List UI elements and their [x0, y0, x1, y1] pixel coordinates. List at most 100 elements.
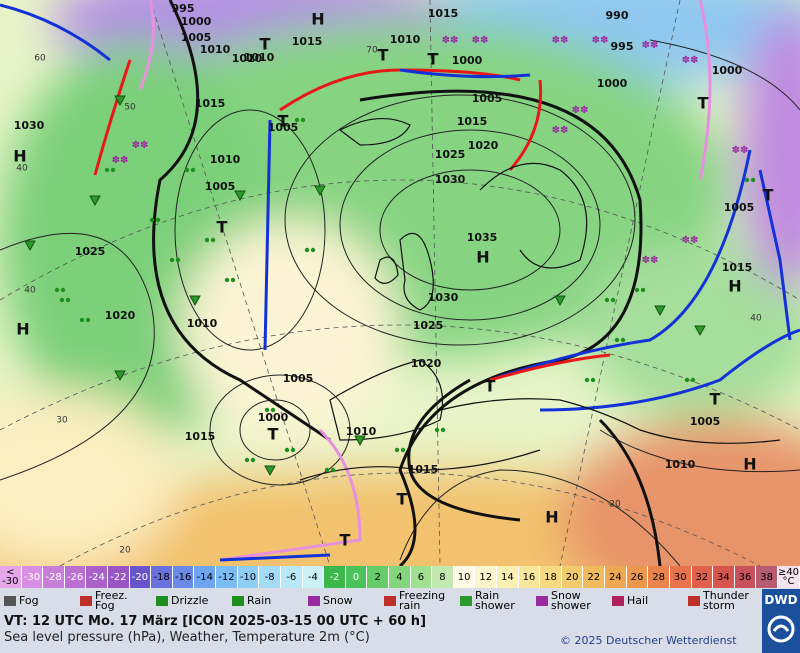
scale-label: 22 — [587, 571, 601, 583]
pressure-center: T — [278, 112, 289, 131]
scale-label: 30 — [673, 571, 687, 583]
pressure-label: 1000 — [712, 64, 743, 77]
rain-dot — [169, 257, 175, 263]
shower-symbol — [314, 185, 326, 197]
scale-label: 10 — [457, 571, 471, 583]
scale-cell: -12 — [216, 566, 238, 588]
rain-dot — [610, 297, 616, 303]
pressure-label: 1030 — [435, 173, 466, 186]
pressure-label: 1000 — [452, 54, 483, 67]
copyright: © 2025 Deutscher Wetterdienst — [560, 634, 737, 647]
scale-label: 34 — [717, 571, 730, 583]
weather-item: Snow — [304, 589, 380, 613]
latitude-label: 40 — [750, 314, 762, 324]
weather-legend: Fog Freez. Fog Drizzle Rain Snow Freezing rai… — [0, 589, 760, 613]
scale-label: -16 — [175, 571, 192, 583]
weather-label: Hail — [627, 594, 649, 607]
latitude-label: 70 — [366, 46, 378, 56]
scale-label: -6 — [286, 571, 297, 583]
scale-label: -18 — [153, 571, 170, 583]
scale-label: 16 — [522, 571, 536, 583]
weather-item: Rain — [228, 589, 304, 613]
pressure-label: 1025 — [413, 319, 444, 332]
scale-cell: -8 — [259, 566, 281, 588]
pressure-center: T — [268, 425, 279, 444]
latitude-label: 50 — [124, 103, 136, 113]
pressure-label: 995 — [611, 40, 634, 53]
rain-dot — [684, 377, 690, 383]
rain-dot — [175, 257, 181, 263]
pressure-label: 1015 — [722, 261, 753, 274]
scale-cell: 20 — [561, 566, 584, 588]
weather-item: Rain shower — [456, 589, 532, 613]
graticule — [0, 0, 800, 566]
scale-cell: 36 — [734, 566, 757, 588]
scale-cell: 0 — [345, 566, 368, 588]
rain-dot — [620, 337, 626, 343]
rain-dot — [190, 167, 196, 173]
scale-cell: 30 — [669, 566, 692, 588]
pressure-label: 1015 — [185, 430, 216, 443]
scale-cell: 32 — [691, 566, 714, 588]
valid-time: VT: 12 UTC Mo. 17 März [ICON 2025-03-15 … — [4, 614, 427, 629]
pressure-center: T — [710, 390, 721, 409]
map: ✽✽ ✽✽ ✽✽ ✽✽ ✽✽✽✽✽✽✽✽✽✽✽✽✽✽✽✽✽✽ 9951000100510… — [0, 0, 800, 566]
scale-label: -22 — [110, 571, 127, 583]
scale-cell: 16 — [518, 566, 541, 588]
pressure-label: 1035 — [467, 231, 498, 244]
scale-label: -4 — [307, 571, 318, 583]
scale-cell: 26 — [626, 566, 649, 588]
snow-symbol: ✽✽ — [682, 55, 699, 66]
pressure-label: 1015 — [428, 7, 459, 20]
scale-label: -28 — [45, 571, 62, 583]
pressure-center: T — [340, 531, 351, 550]
pressure-label: 1010 — [200, 43, 231, 56]
weather-icon — [232, 596, 244, 606]
temperature-field — [0, 0, 800, 566]
pressure-center: T — [260, 35, 271, 54]
snow-symbol: ✽✽ — [572, 105, 589, 116]
scale-label: 20 — [565, 571, 579, 583]
weather-label: Drizzle — [171, 594, 209, 607]
scale-cell: 6 — [410, 566, 433, 588]
latitude-label: 20 — [119, 546, 131, 556]
shower-symbol — [234, 190, 246, 202]
pressure-label: 1030 — [14, 119, 45, 132]
rain-dot — [60, 287, 66, 293]
pressure-label: 1000 — [181, 15, 212, 28]
pressure-label: 1015 — [195, 97, 226, 110]
pressure-label: 1030 — [428, 291, 459, 304]
snow-symbol: ✽✽ — [132, 140, 149, 151]
rain-dot — [300, 117, 306, 123]
scale-cell: 22 — [583, 566, 606, 588]
rain-dot — [294, 117, 300, 123]
pressure-label: 1005 — [690, 415, 721, 428]
pressure-label: 990 — [606, 9, 629, 22]
weather-item: Snow shower — [532, 589, 608, 613]
scale-label: 8 — [439, 571, 446, 583]
scale-cell: -26 — [64, 566, 87, 588]
scale-label: -20 — [131, 571, 149, 583]
rain-dot — [65, 297, 71, 303]
rain-dot — [614, 337, 620, 343]
shower-symbol — [24, 240, 36, 252]
pressure-center: T — [763, 186, 774, 205]
subtitle: Sea level pressure (hPa), Weather, Tempe… — [4, 630, 370, 645]
scale-cell: -24 — [86, 566, 109, 588]
pressure-label: 1015 — [292, 35, 323, 48]
scale-label: 4 — [396, 571, 403, 583]
rain-dot — [59, 297, 65, 303]
scale-label: -24 — [88, 571, 105, 583]
scale-cell: -28 — [43, 566, 65, 588]
rain-dot — [224, 277, 230, 283]
pressure-center: H — [311, 10, 324, 29]
rain-dot — [270, 407, 276, 413]
pressure-label: 1010 — [232, 52, 263, 65]
pressure-center: T — [378, 46, 389, 65]
scale-cell: -18 — [151, 566, 173, 588]
shower-symbol — [554, 295, 566, 307]
rain-dot — [324, 467, 330, 473]
scale-cell: 28 — [648, 566, 670, 588]
isobars — [0, 39, 800, 566]
